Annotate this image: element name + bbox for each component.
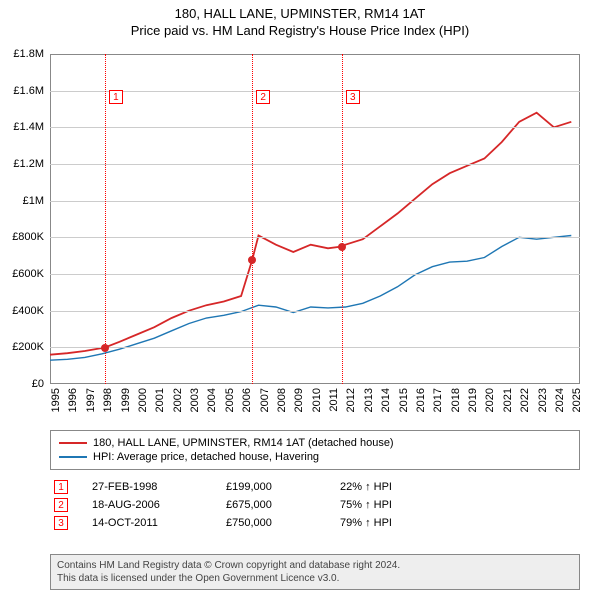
x-tick-label: 2015 — [398, 388, 410, 412]
legend-swatch — [59, 442, 87, 444]
x-tick-label: 2001 — [154, 388, 166, 412]
event-line — [252, 54, 253, 384]
y-gridline — [50, 311, 580, 312]
x-tick-label: 2016 — [415, 388, 427, 412]
x-tick-label: 2025 — [571, 388, 583, 412]
event-hpi: 22% ↑ HPI — [340, 481, 450, 493]
event-price: £675,000 — [226, 499, 316, 511]
y-gridline — [50, 164, 580, 165]
x-tick-label: 2018 — [450, 388, 462, 412]
y-tick-label: £1.6M — [13, 85, 44, 97]
event-id-box: 3 — [54, 516, 68, 530]
legend-swatch — [59, 456, 87, 458]
x-tick-label: 2010 — [311, 388, 323, 412]
series-line-price_paid — [50, 113, 571, 355]
x-tick-label: 2009 — [293, 388, 305, 412]
legend: 180, HALL LANE, UPMINSTER, RM14 1AT (det… — [50, 430, 580, 470]
x-tick-label: 2003 — [189, 388, 201, 412]
x-tick-label: 2019 — [467, 388, 479, 412]
event-id-box: 1 — [54, 480, 68, 494]
y-gridline — [50, 91, 580, 92]
y-gridline — [50, 347, 580, 348]
y-gridline — [50, 274, 580, 275]
footer-line1: Contains HM Land Registry data © Crown c… — [57, 559, 573, 572]
y-tick-label: £400K — [12, 305, 44, 317]
legend-item: HPI: Average price, detached house, Have… — [59, 451, 571, 463]
price-marker — [248, 256, 256, 264]
x-tick-label: 1998 — [102, 388, 114, 412]
x-tick-label: 1999 — [120, 388, 132, 412]
footer-box: Contains HM Land Registry data © Crown c… — [50, 554, 580, 590]
x-tick-label: 2024 — [554, 388, 566, 412]
legend-item: 180, HALL LANE, UPMINSTER, RM14 1AT (det… — [59, 437, 571, 449]
event-date: 18-AUG-2006 — [92, 499, 202, 511]
event-hpi: 75% ↑ HPI — [340, 499, 450, 511]
x-tick-label: 2000 — [137, 388, 149, 412]
x-tick-label: 2021 — [502, 388, 514, 412]
y-tick-label: £0 — [32, 378, 44, 390]
event-line — [342, 54, 343, 384]
footer-line2: This data is licensed under the Open Gov… — [57, 572, 573, 585]
event-marker-box: 3 — [346, 90, 360, 104]
event-marker-box: 2 — [256, 90, 270, 104]
x-tick-label: 2022 — [519, 388, 531, 412]
x-tick-label: 2020 — [484, 388, 496, 412]
event-date: 27-FEB-1998 — [92, 481, 202, 493]
chart-title: 180, HALL LANE, UPMINSTER, RM14 1AT — [0, 6, 600, 21]
x-tick-label: 2002 — [172, 388, 184, 412]
event-price: £750,000 — [226, 517, 316, 529]
price-marker — [101, 344, 109, 352]
x-tick-label: 2004 — [206, 388, 218, 412]
event-row: 3 14-OCT-2011 £750,000 79% ↑ HPI — [50, 516, 580, 530]
y-tick-label: £1.4M — [13, 121, 44, 133]
event-hpi: 79% ↑ HPI — [340, 517, 450, 529]
y-gridline — [50, 237, 580, 238]
x-tick-label: 2013 — [363, 388, 375, 412]
y-gridline — [50, 201, 580, 202]
legend-label: 180, HALL LANE, UPMINSTER, RM14 1AT (det… — [93, 437, 394, 449]
y-tick-label: £1M — [23, 195, 44, 207]
x-tick-label: 1997 — [85, 388, 97, 412]
chart-subtitle: Price paid vs. HM Land Registry's House … — [0, 23, 600, 38]
x-tick-label: 2011 — [328, 388, 340, 412]
y-tick-label: £200K — [12, 341, 44, 353]
series-line-hpi — [50, 236, 571, 361]
events-table: 1 27-FEB-1998 £199,000 22% ↑ HPI 2 18-AUG-200… — [50, 476, 580, 534]
x-tick-label: 2017 — [432, 388, 444, 412]
event-marker-box: 1 — [109, 90, 123, 104]
event-id-box: 2 — [54, 498, 68, 512]
event-date: 14-OCT-2011 — [92, 517, 202, 529]
x-tick-label: 2014 — [380, 388, 392, 412]
y-tick-label: £1.2M — [13, 158, 44, 170]
chart-svg — [50, 54, 580, 384]
y-tick-label: £1.8M — [13, 48, 44, 60]
x-tick-label: 1996 — [67, 388, 79, 412]
y-tick-label: £600K — [12, 268, 44, 280]
event-line — [105, 54, 106, 384]
chart-area: £0£200K£400K£600K£800K£1M£1.2M£1.4M£1.6M… — [50, 54, 580, 384]
y-gridline — [50, 127, 580, 128]
y-tick-label: £800K — [12, 231, 44, 243]
event-price: £199,000 — [226, 481, 316, 493]
x-tick-label: 2012 — [345, 388, 357, 412]
x-tick-label: 2023 — [537, 388, 549, 412]
x-tick-label: 2005 — [224, 388, 236, 412]
event-row: 2 18-AUG-2006 £675,000 75% ↑ HPI — [50, 498, 580, 512]
event-row: 1 27-FEB-1998 £199,000 22% ↑ HPI — [50, 480, 580, 494]
price-marker — [338, 243, 346, 251]
legend-label: HPI: Average price, detached house, Have… — [93, 451, 319, 463]
x-tick-label: 2007 — [259, 388, 271, 412]
x-tick-label: 1995 — [50, 388, 62, 412]
x-tick-label: 2006 — [241, 388, 253, 412]
x-tick-label: 2008 — [276, 388, 288, 412]
